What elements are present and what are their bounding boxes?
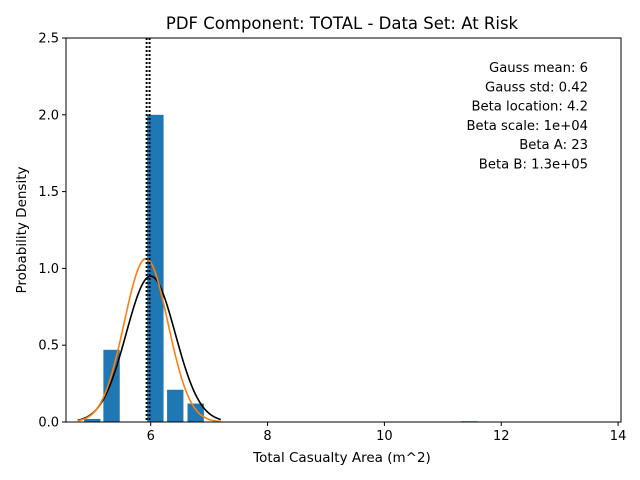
y-tick-label: 0.0	[38, 416, 59, 431]
y-tick-label: 0.5	[38, 339, 59, 354]
y-tick-label: 2.5	[38, 32, 59, 47]
x-axis-ticks: 6 8 10 12 14	[147, 422, 627, 444]
vertical-lines	[145, 38, 151, 422]
x-tick-label: 10	[376, 429, 393, 444]
plot-area	[77, 38, 478, 423]
x-tick-label: 14	[610, 429, 627, 444]
parameter-annotation: Beta location: 4.2	[471, 100, 588, 115]
parameter-annotation: Beta A: 23	[519, 138, 588, 153]
histogram-bar	[147, 114, 164, 423]
y-tick-label: 2.0	[38, 108, 59, 123]
y-tick-label: 1.0	[38, 262, 59, 277]
axes-frame	[65, 37, 622, 423]
histogram-bar	[187, 403, 204, 422]
beta-curve	[77, 257, 221, 423]
parameter-annotation: Gauss mean: 6	[489, 61, 588, 76]
y-axis-label: Probability Density	[14, 167, 30, 294]
parameter-annotations: Gauss mean: 6 Gauss std: 0.42 Beta locatio…	[466, 61, 588, 173]
chart-title: PDF Component: TOTAL - Data Set: At Risk	[166, 14, 519, 33]
histogram-bar	[167, 389, 184, 422]
histogram-bar	[84, 418, 101, 422]
y-tick-label: 1.5	[38, 185, 59, 200]
parameter-annotation: Gauss std: 0.42	[485, 80, 588, 95]
x-tick-label: 8	[263, 429, 271, 444]
parameter-annotation: Beta scale: 1e+04	[466, 119, 588, 134]
histogram-bar	[103, 349, 120, 422]
y-axis-ticks: 0.0 0.5 1.0 1.5 2.0 2.5	[38, 32, 66, 431]
x-tick-label: 6	[147, 429, 155, 444]
distribution-curves	[77, 257, 222, 423]
x-tick-label: 12	[493, 429, 510, 444]
x-axis-label: Total Casualty Area (m^2)	[252, 450, 431, 466]
parameter-annotation: Beta B: 1.3e+05	[479, 158, 588, 173]
